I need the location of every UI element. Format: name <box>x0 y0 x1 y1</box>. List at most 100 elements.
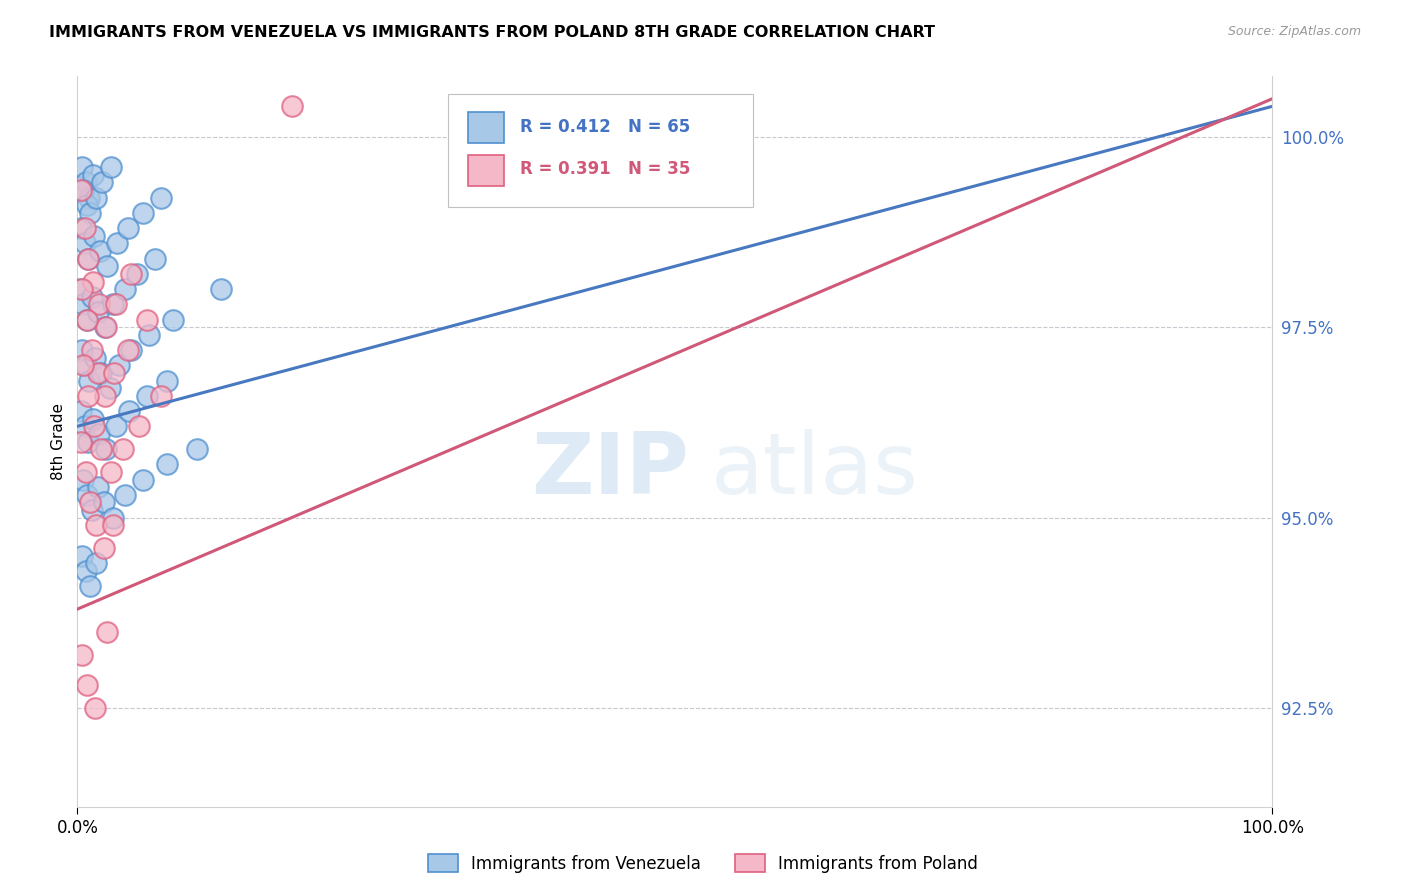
Point <box>114 282 136 296</box>
Point <box>156 374 179 388</box>
Text: atlas: atlas <box>711 429 918 512</box>
Point <box>70 434 93 449</box>
Point <box>79 495 101 509</box>
Point <box>77 434 100 449</box>
Point <box>83 228 105 243</box>
Point <box>143 252 166 266</box>
Point <box>162 312 184 326</box>
Point <box>76 488 98 502</box>
Point <box>75 465 97 479</box>
Text: R = 0.391   N = 35: R = 0.391 N = 35 <box>520 161 690 178</box>
Point <box>73 221 96 235</box>
Point <box>79 191 101 205</box>
Point <box>117 343 139 357</box>
Point <box>94 320 117 334</box>
Point <box>87 297 110 311</box>
Point <box>76 312 98 326</box>
Point <box>80 290 103 304</box>
Point <box>103 518 124 533</box>
Point <box>84 351 107 365</box>
Point <box>103 366 125 380</box>
Point <box>70 183 93 197</box>
Point <box>100 161 122 175</box>
Point <box>135 312 157 326</box>
Point <box>86 366 108 380</box>
Point <box>79 579 101 593</box>
Point <box>93 495 115 509</box>
Point <box>98 381 121 395</box>
Point <box>70 343 93 357</box>
Point <box>86 480 108 494</box>
Point <box>86 305 108 319</box>
Point <box>86 518 108 533</box>
Point <box>93 541 115 556</box>
Point <box>84 701 107 715</box>
Point <box>76 198 98 212</box>
Point <box>75 564 97 578</box>
Point <box>120 267 142 281</box>
Point <box>186 442 208 457</box>
Point <box>156 458 179 472</box>
Point <box>72 359 94 373</box>
Text: Source: ZipAtlas.com: Source: ZipAtlas.com <box>1227 25 1361 38</box>
Y-axis label: 8th Grade: 8th Grade <box>51 403 66 480</box>
Point <box>150 389 173 403</box>
FancyBboxPatch shape <box>449 95 752 208</box>
Point <box>70 282 93 296</box>
Point <box>89 244 111 258</box>
Point <box>80 343 103 357</box>
Point <box>86 557 108 571</box>
Point <box>111 442 134 457</box>
Point <box>94 320 117 334</box>
Point <box>100 465 122 479</box>
Point <box>70 549 93 563</box>
Legend: Immigrants from Venezuela, Immigrants from Poland: Immigrants from Venezuela, Immigrants fr… <box>422 847 984 880</box>
Point <box>70 404 93 418</box>
Point <box>117 221 139 235</box>
Point <box>150 191 173 205</box>
Point <box>105 236 128 251</box>
Point <box>70 161 93 175</box>
Point <box>76 312 98 326</box>
Text: IMMIGRANTS FROM VENEZUELA VS IMMIGRANTS FROM POLAND 8TH GRADE CORRELATION CHART: IMMIGRANTS FROM VENEZUELA VS IMMIGRANTS … <box>49 25 935 40</box>
Point <box>82 275 104 289</box>
Point <box>72 473 94 487</box>
Point <box>70 221 93 235</box>
Point <box>87 426 110 441</box>
Point <box>72 297 94 311</box>
Point <box>77 252 100 266</box>
Point <box>72 183 94 197</box>
Text: ZIP: ZIP <box>531 429 689 512</box>
Point <box>82 411 104 425</box>
Point <box>82 168 104 182</box>
Point <box>132 206 155 220</box>
Point <box>96 625 118 640</box>
Point <box>104 297 127 311</box>
Point <box>77 389 100 403</box>
Point <box>135 389 157 403</box>
Point <box>77 252 100 266</box>
Point <box>114 488 136 502</box>
Text: R = 0.412   N = 65: R = 0.412 N = 65 <box>520 118 690 136</box>
Point <box>79 374 101 388</box>
Point <box>69 282 91 296</box>
Point <box>90 366 112 380</box>
Point <box>76 678 98 692</box>
Point <box>128 419 150 434</box>
Bar <box>468 112 503 143</box>
Point <box>73 419 96 434</box>
Point <box>94 389 117 403</box>
Point <box>94 442 117 457</box>
Point <box>209 282 232 296</box>
Point <box>127 267 149 281</box>
Point <box>96 260 118 274</box>
Point <box>83 419 105 434</box>
Point <box>138 327 160 342</box>
Point <box>90 442 112 457</box>
Point <box>80 503 103 517</box>
Point <box>91 176 114 190</box>
Point <box>73 236 96 251</box>
Point <box>103 297 124 311</box>
Bar <box>468 155 503 186</box>
Point <box>103 510 124 524</box>
